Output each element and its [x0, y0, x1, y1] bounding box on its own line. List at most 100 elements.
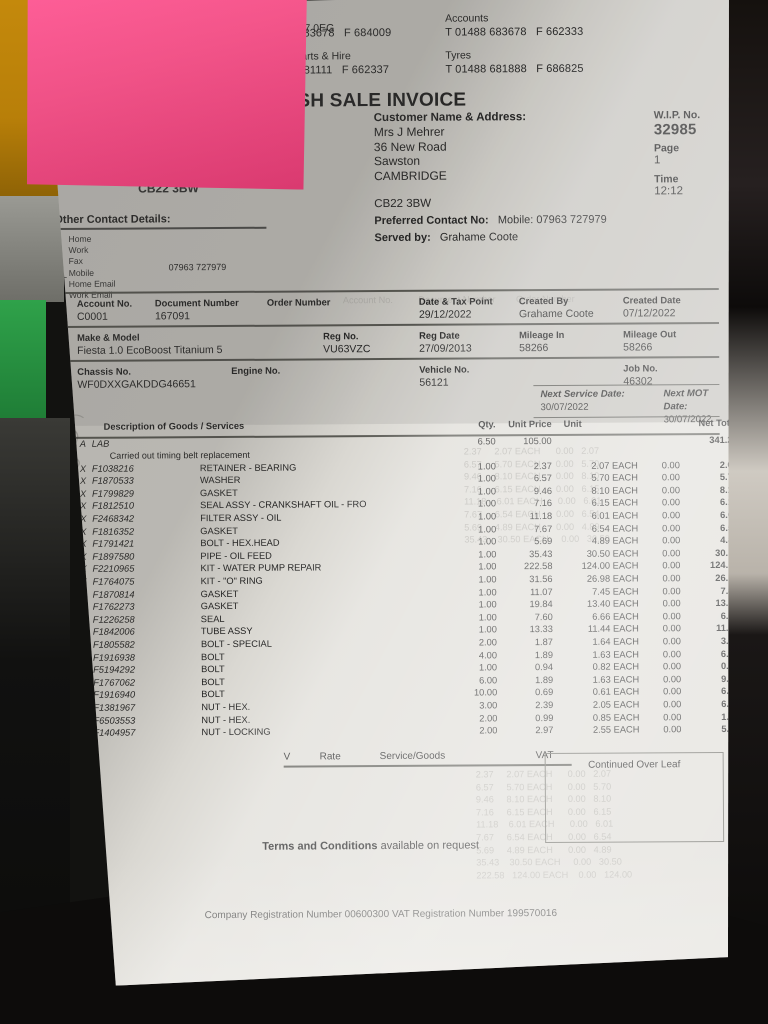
created-by-value: Grahame Coote — [518, 307, 594, 320]
contact-accounts-name: Accounts — [445, 12, 489, 25]
page-label: Page — [653, 142, 680, 155]
company-contacts-block: Sales T 01488 683678 F 684009 Accounts T… — [253, 10, 713, 13]
contact-accounts-fax: F 662333 — [535, 25, 584, 39]
row-qty: 1.00 — [478, 561, 497, 572]
row-description: SEAL ASSY - CRANKSHAFT OIL - FRO — [200, 499, 367, 511]
customer-address-line2: Sawston — [373, 154, 421, 169]
page-value: 1 — [653, 154, 661, 167]
row-unit: 1.63 EACH — [592, 674, 640, 685]
row-vat: 0.00 — [661, 485, 681, 496]
row-unit-price: 19.84 — [529, 599, 553, 610]
chassis-no-label: Chassis No. — [77, 365, 131, 377]
chassis-detail-row: Chassis No. Engine No. Vehicle No. Job N… — [51, 356, 719, 392]
row-unit: 11.44 EACH — [587, 623, 639, 635]
row-vat: 0.00 — [662, 648, 682, 659]
row-unit: 13.40 EACH — [586, 598, 639, 610]
created-date-value: 07/12/2022 — [622, 306, 676, 320]
sticky-note-shading — [25, 0, 309, 192]
row-unit-price: 7.67 — [534, 523, 553, 534]
preferred-contact-value: Mobile: 07963 727979 — [497, 213, 607, 227]
row-description: KIT - "O" RING — [200, 575, 263, 587]
row-qty: 10.00 — [473, 687, 498, 698]
customer-heading: Customer Name & Address: — [373, 111, 527, 125]
account-no-label: Account No. — [76, 297, 133, 309]
row-part-number: F1816352 — [92, 526, 135, 537]
customer-block: Customer Name & Address: Mrs J Mehrer 36… — [374, 110, 527, 183]
row-unit-price: 6.57 — [533, 473, 552, 484]
vat-summary: V Rate Service/Goods VAT — [284, 750, 572, 768]
row-unit-price: 2.39 — [535, 699, 554, 711]
contact-accounts-numbers: T 01488 683678 F 662333 — [445, 25, 583, 41]
row-qty: 1.00 — [478, 523, 497, 535]
row-unit-price: 1.89 — [535, 674, 554, 685]
row-unit-price: 2.97 — [535, 725, 554, 736]
row-vat: 0.00 — [663, 724, 682, 735]
chassis-no-value: WF0DXXGAKDDG46651 — [77, 377, 196, 391]
preferred-contact-label: Preferred Contact No: — [374, 214, 489, 228]
row-unit-price: 222.58 — [524, 561, 553, 572]
row-part-number: F1038216 — [91, 463, 134, 474]
make-model-value: Fiesta 1.0 EcoBoost Titanium 5 — [77, 343, 223, 357]
wip-block: W.I.P. No. 32985 Page 1 Time 12:12 — [654, 109, 701, 199]
customer-name: Mrs J Mehrer — [373, 124, 445, 140]
served-by-row: Served by: Grahame Coote — [374, 228, 606, 246]
row-unit-price: 0.69 — [535, 687, 554, 698]
mileage-in-value: 58266 — [519, 341, 549, 354]
row-vat: 0.00 — [662, 510, 681, 521]
account-detail-row: Account No. Document Number Order Number… — [51, 288, 719, 324]
contact-sales-fax: F 684009 — [343, 27, 392, 40]
row-description: KIT - WATER PUMP REPAIR — [200, 562, 322, 574]
col-description-header: Description of Goods / Services — [103, 420, 245, 432]
row-unit: 0.61 EACH — [592, 686, 640, 698]
pink-sticky-note[interactable] — [25, 0, 309, 192]
row-vat: 0.00 — [662, 611, 681, 622]
vehicle-no-label: Vehicle No. — [419, 363, 470, 375]
row-qty: 2.00 — [479, 712, 498, 724]
row-unit: 6.15 EACH — [591, 497, 639, 509]
row-vat: 0.00 — [662, 522, 681, 533]
row-part-number: F1799829 — [91, 488, 134, 499]
document-number-label: Document Number — [154, 296, 239, 309]
row-unit: 5.70 EACH — [591, 472, 638, 484]
contact-tyres-tel: T 01488 681888 — [445, 63, 527, 76]
row-part-number: F1916938 — [92, 652, 135, 663]
time-value: 12:12 — [654, 185, 684, 198]
row-description: BOLT — [201, 676, 225, 687]
row-description: WASHER — [199, 475, 241, 486]
row-qty: 1.00 — [477, 498, 497, 509]
row-vat: 0.00 — [662, 573, 681, 584]
row-line-type: X — [79, 476, 87, 487]
row-part-number: F2210965 — [92, 563, 135, 575]
wip-label: W.I.P. No. — [653, 109, 701, 122]
row-unit: 6.66 EACH — [592, 611, 639, 622]
row-vat: 0.00 — [662, 623, 681, 634]
row-unit-price: 5.69 — [534, 536, 553, 547]
row-qty: 1.00 — [478, 549, 497, 560]
row-vat: 0.00 — [662, 636, 681, 647]
row-part-number: F1762273 — [92, 601, 135, 613]
row-qty: 1.00 — [478, 574, 497, 585]
other-contact-heading: Other Contact Details: — [54, 213, 171, 227]
customer-contact-block: CB22 3BW Preferred Contact No: Mobile: 0… — [374, 195, 607, 247]
vehicle-detail-row: Make & Model Reg No. Reg Date Mileage In… — [51, 322, 719, 358]
job-no-label: Job No. — [623, 361, 658, 374]
vehicle-no-value: 56121 — [419, 376, 449, 389]
row-vat: 0.00 — [662, 661, 682, 672]
created-by-label: Created By — [518, 294, 569, 306]
row-vat: 0.00 — [662, 535, 681, 546]
date-tax-point-value: 29/12/2022 — [418, 308, 472, 321]
row-unit-price: 7.16 — [533, 498, 553, 509]
row-unit-price: 0.94 — [534, 662, 554, 673]
background-grey-object — [0, 196, 64, 302]
contact-mobile-value: 07963 727979 — [168, 261, 227, 273]
row-unit-price: 11.07 — [530, 586, 553, 597]
row-part-number: F1767062 — [93, 677, 136, 688]
row-qty: 1.00 — [478, 612, 497, 623]
row-description: PIPE - OIL FEED — [200, 550, 272, 561]
col-unit-header: Unit — [563, 418, 582, 429]
make-model-label: Make & Model — [77, 331, 140, 343]
row-unit: 124.00 EACH — [581, 560, 639, 572]
row-description: NUT - HEX. — [201, 714, 251, 725]
background-green-object — [0, 300, 46, 420]
